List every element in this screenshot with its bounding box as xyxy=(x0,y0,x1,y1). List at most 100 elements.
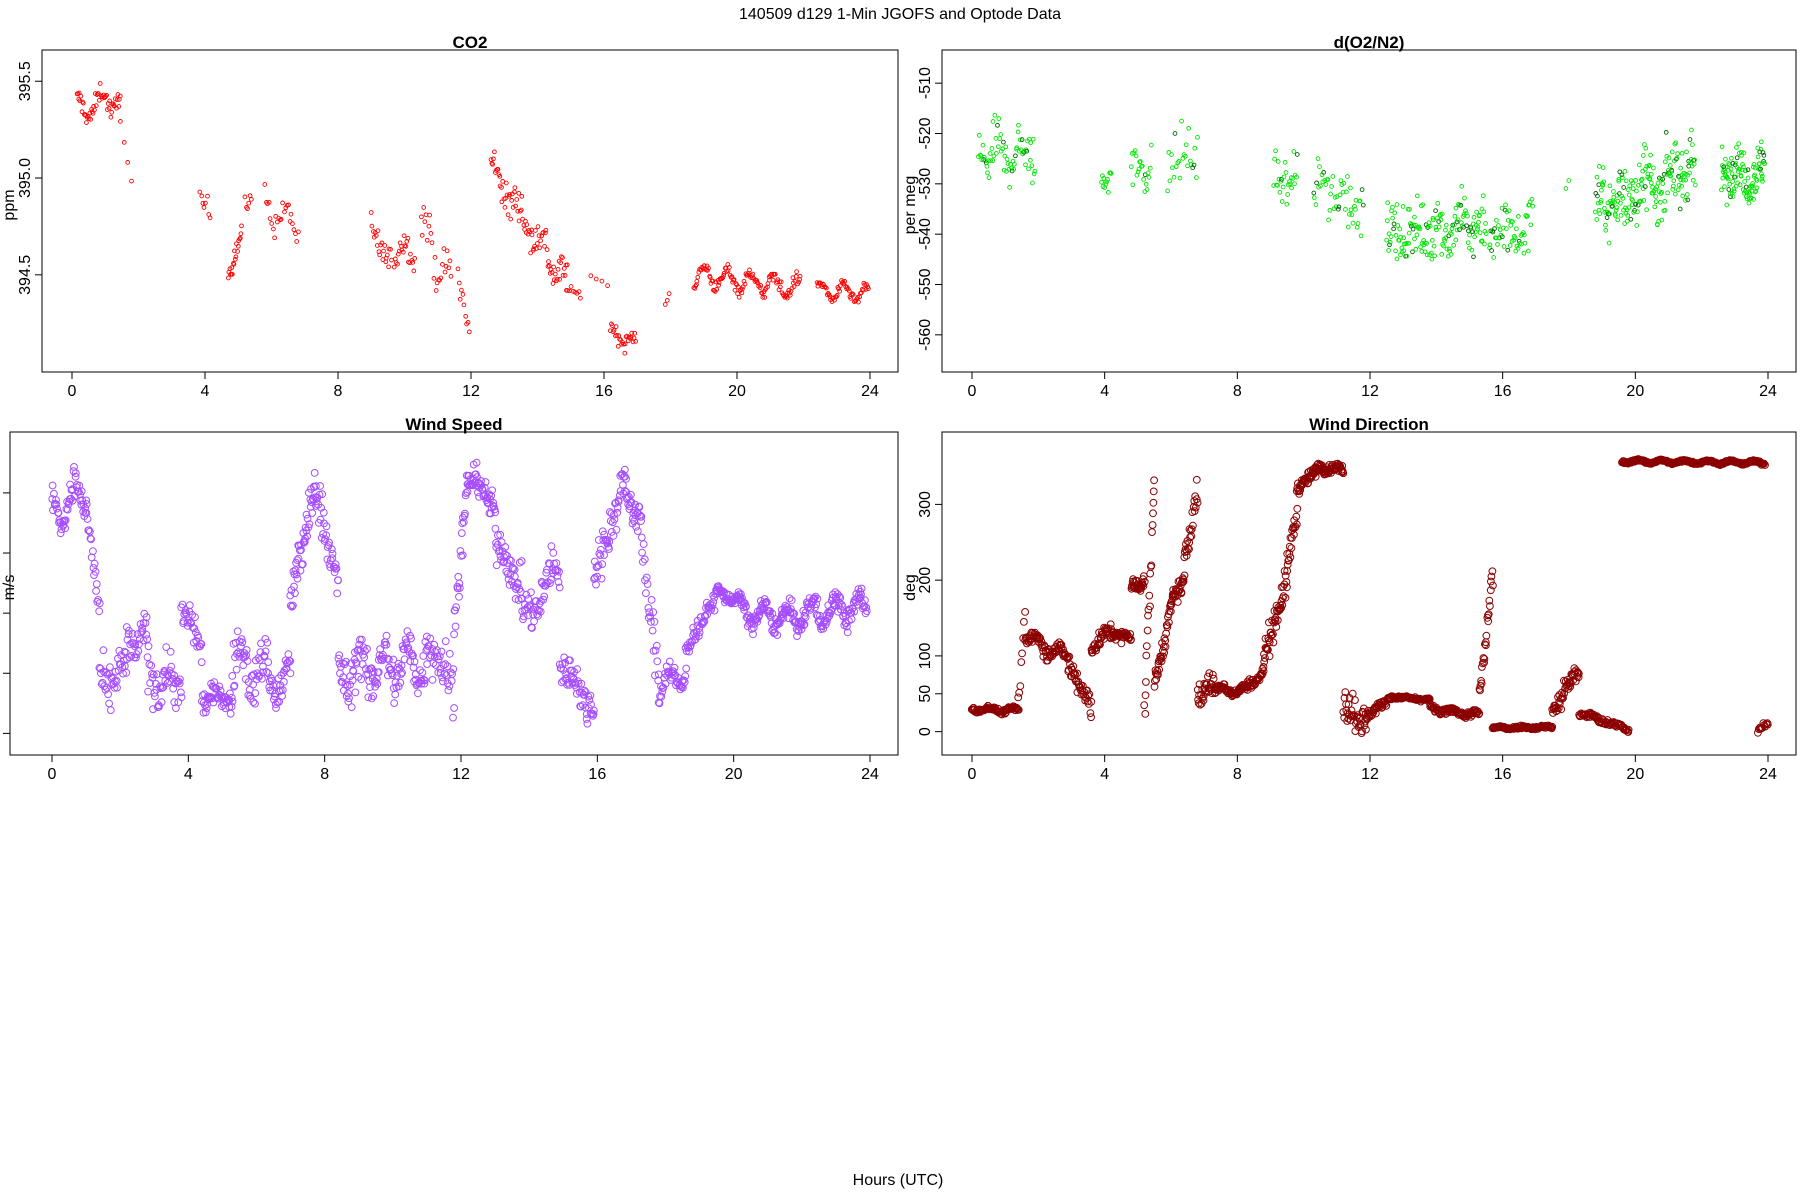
data-point xyxy=(1014,145,1020,151)
data-point xyxy=(573,665,582,673)
data-point xyxy=(1719,144,1725,150)
data-point xyxy=(422,219,428,225)
data-point xyxy=(1761,153,1767,158)
data-point xyxy=(497,174,503,179)
data-point xyxy=(310,469,319,477)
data-point xyxy=(731,277,736,283)
data-point xyxy=(648,626,657,635)
data-point xyxy=(81,504,89,512)
data-point xyxy=(1199,696,1208,705)
data-point xyxy=(1651,165,1656,171)
data-point xyxy=(711,288,717,293)
data-point xyxy=(1283,170,1289,175)
x-tick-label: 16 xyxy=(595,383,613,400)
data-point xyxy=(1277,189,1283,195)
data-point xyxy=(1665,190,1670,196)
data-point xyxy=(444,686,453,695)
data-point xyxy=(1191,162,1197,168)
data-point xyxy=(95,664,104,672)
data-point xyxy=(1494,217,1499,223)
data-point xyxy=(303,532,312,541)
data-point xyxy=(1668,173,1674,179)
data-point xyxy=(1154,671,1162,679)
data-point xyxy=(1525,213,1530,219)
data-point xyxy=(89,564,98,572)
data-point xyxy=(1475,709,1484,718)
data-point xyxy=(403,243,409,249)
data-point xyxy=(1741,150,1747,156)
data-point xyxy=(315,490,324,499)
data-point xyxy=(770,277,776,283)
data-point xyxy=(1271,614,1280,622)
data-point xyxy=(90,559,99,568)
data-point xyxy=(716,282,721,288)
data-point xyxy=(1687,170,1692,176)
data-point xyxy=(400,249,406,255)
data-point xyxy=(1287,179,1292,184)
data-point xyxy=(837,288,842,294)
data-point xyxy=(580,686,589,695)
data-point xyxy=(777,279,782,285)
data-point xyxy=(1443,235,1449,241)
data-point xyxy=(455,579,464,588)
data-point xyxy=(194,633,203,642)
data-point xyxy=(821,616,830,625)
data-point xyxy=(177,688,185,697)
y-tick-label: 20 xyxy=(0,484,2,502)
data-point xyxy=(989,146,995,151)
data-point xyxy=(857,590,865,599)
data-point xyxy=(451,606,459,615)
data-point xyxy=(499,199,505,205)
data-point xyxy=(512,189,517,195)
data-point xyxy=(373,233,379,238)
data-point xyxy=(1269,638,1278,647)
data-point xyxy=(501,550,510,559)
data-point xyxy=(1574,673,1583,682)
data-point xyxy=(1342,700,1350,709)
data-point xyxy=(1472,234,1477,240)
data-point xyxy=(387,665,396,674)
data-point xyxy=(1477,212,1482,218)
data-point xyxy=(834,607,842,616)
x-tick-label: 24 xyxy=(861,766,879,783)
data-point xyxy=(181,608,190,617)
data-point xyxy=(861,596,869,605)
data-point xyxy=(644,604,653,612)
data-point xyxy=(985,158,991,164)
data-point xyxy=(1756,166,1761,171)
data-point xyxy=(1317,164,1322,169)
data-point xyxy=(856,593,865,602)
data-point xyxy=(552,559,561,567)
data-point xyxy=(207,215,213,221)
data-point xyxy=(228,672,237,680)
data-point xyxy=(993,151,999,156)
data-point xyxy=(1325,177,1331,182)
plot-frame xyxy=(41,49,899,373)
data-point xyxy=(264,669,273,678)
data-point xyxy=(1489,248,1494,253)
chart-title: Wind Speed xyxy=(405,415,502,434)
data-point xyxy=(1731,188,1737,194)
data-point xyxy=(68,485,77,494)
x-tick-label: 0 xyxy=(968,766,977,783)
data-point xyxy=(1141,177,1146,182)
data-point xyxy=(293,574,302,583)
data-point xyxy=(246,200,252,206)
data-point xyxy=(577,679,586,688)
data-point xyxy=(508,563,517,572)
data-point xyxy=(391,690,400,699)
data-point xyxy=(1356,720,1365,729)
data-point xyxy=(824,285,829,291)
data-point xyxy=(260,652,269,661)
data-point xyxy=(1422,249,1428,255)
data-point xyxy=(1191,503,1200,512)
data-point xyxy=(1336,204,1342,210)
data-point xyxy=(1287,181,1293,187)
data-point xyxy=(1189,521,1197,530)
data-point xyxy=(980,142,986,148)
data-point xyxy=(449,665,458,673)
data-point xyxy=(1357,198,1363,204)
data-point xyxy=(1169,152,1174,157)
data-point xyxy=(1480,658,1488,667)
data-point xyxy=(576,289,582,294)
